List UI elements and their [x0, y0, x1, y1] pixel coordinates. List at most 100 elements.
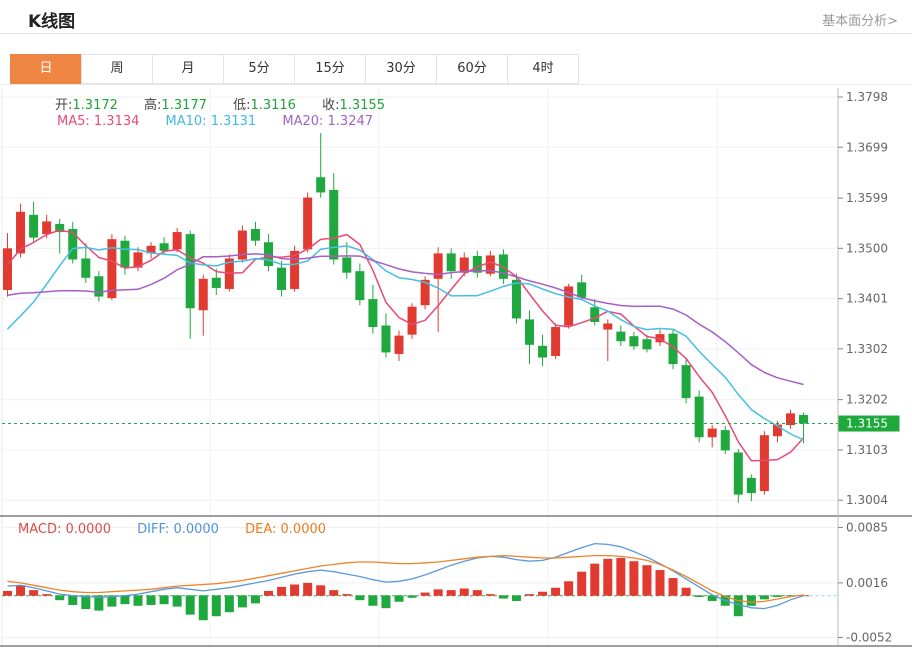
candle[interactable] — [120, 240, 130, 268]
candle[interactable] — [694, 396, 704, 438]
candle[interactable] — [707, 428, 717, 438]
candle[interactable] — [577, 282, 587, 298]
macd-histogram-bar — [3, 590, 12, 596]
macd-histogram-bar — [459, 588, 469, 596]
price-tick-label: 1.3103 — [846, 443, 888, 457]
candle[interactable] — [277, 267, 287, 290]
macd-histogram-bar — [681, 587, 691, 596]
candle[interactable] — [459, 257, 469, 273]
candle[interactable] — [329, 189, 339, 260]
candle[interactable] — [368, 299, 378, 328]
candle[interactable] — [29, 214, 39, 238]
candle[interactable] — [250, 229, 260, 241]
macd-histogram-bar — [16, 585, 26, 596]
high-label: 高: — [144, 98, 162, 113]
candle[interactable] — [68, 229, 78, 260]
candle[interactable] — [746, 477, 756, 494]
candle[interactable] — [159, 243, 169, 251]
macd-histogram-bar — [642, 565, 652, 596]
candle[interactable] — [786, 413, 795, 426]
tab-4hour[interactable]: 4时 — [507, 54, 579, 84]
candle[interactable] — [590, 307, 600, 322]
tab-60min[interactable]: 60分 — [436, 54, 508, 84]
candle[interactable] — [720, 430, 730, 451]
candle[interactable] — [211, 277, 221, 288]
candle[interactable] — [303, 197, 313, 250]
candle[interactable] — [107, 239, 117, 299]
ma-legend: MA5: 1.3134 MA10: 1.3131 MA20: 1.3247 — [57, 114, 373, 129]
candle[interactable] — [564, 286, 574, 326]
tab-30min[interactable]: 30分 — [365, 54, 437, 84]
macd-histogram-bar — [250, 595, 260, 604]
candle[interactable] — [616, 331, 626, 342]
candle[interactable] — [3, 248, 12, 290]
candle[interactable] — [16, 211, 26, 254]
tab-week[interactable]: 周 — [81, 54, 153, 84]
candle[interactable] — [733, 452, 743, 495]
macd-histogram-bar — [733, 595, 743, 617]
candle[interactable] — [472, 255, 482, 273]
candle[interactable] — [420, 279, 430, 306]
candle[interactable] — [94, 276, 104, 297]
diff-value: 0.0000 — [173, 522, 219, 537]
macd-histogram-bar — [786, 595, 795, 597]
candle[interactable] — [198, 278, 208, 311]
candle[interactable] — [55, 223, 65, 233]
ma5-value: 1.3134 — [93, 114, 140, 129]
candle[interactable] — [81, 258, 91, 278]
fundamental-analysis-link[interactable]: 基本面分析> — [822, 14, 898, 29]
macd-histogram-bar — [81, 595, 91, 609]
price-tick-label: 1.3798 — [846, 90, 888, 104]
candle[interactable] — [759, 435, 769, 492]
candle[interactable] — [316, 177, 326, 193]
tab-5min[interactable]: 5分 — [223, 54, 295, 84]
candle[interactable] — [603, 323, 613, 330]
candle[interactable] — [185, 234, 195, 309]
ma20-value: 1.3247 — [327, 114, 374, 129]
candle[interactable] — [629, 336, 639, 347]
open-label: 开: — [55, 98, 73, 113]
low-label: 低: — [233, 98, 251, 113]
period-tab-bar: 日周月 5分 15分 30分 60分 4时 — [10, 54, 579, 84]
macd-histogram-bar — [394, 595, 404, 602]
tab-day[interactable]: 日 — [10, 54, 82, 84]
candle[interactable] — [407, 306, 417, 335]
candle[interactable] — [525, 319, 534, 345]
candle[interactable] — [172, 232, 182, 250]
candle[interactable] — [538, 345, 548, 358]
price-tick-label: 1.3500 — [846, 241, 888, 255]
macd-histogram-bar — [94, 595, 104, 611]
candle[interactable] — [511, 279, 521, 319]
macd-histogram-bar — [538, 591, 548, 596]
low-value: 1.3116 — [250, 98, 296, 113]
candle[interactable] — [642, 339, 652, 350]
candle[interactable] — [42, 221, 52, 235]
candle[interactable] — [446, 253, 456, 272]
candle[interactable] — [355, 271, 365, 301]
candle[interactable] — [799, 414, 809, 424]
tab-month[interactable]: 月 — [152, 54, 224, 84]
macd-histogram-bar — [329, 590, 339, 596]
candle[interactable] — [551, 327, 561, 356]
candle[interactable] — [146, 245, 156, 254]
macd-label: MACD: — [18, 522, 62, 537]
macd-histogram-bar — [655, 570, 665, 596]
candle[interactable] — [342, 257, 352, 273]
macd-histogram-bar — [498, 595, 508, 599]
candle[interactable] — [433, 253, 443, 279]
candle[interactable] — [290, 250, 300, 289]
candle[interactable] — [485, 255, 495, 274]
macd-histogram-bar — [224, 595, 234, 613]
ma10-label: MA10: — [165, 114, 207, 129]
candle[interactable] — [668, 333, 678, 365]
candle[interactable] — [237, 230, 247, 260]
candle[interactable] — [772, 424, 782, 437]
tab-15min[interactable]: 15分 — [294, 54, 366, 84]
price-tick-label: 1.3202 — [846, 393, 888, 407]
candle[interactable] — [394, 335, 404, 354]
candle[interactable] — [681, 365, 691, 399]
macd-histogram-bar — [616, 558, 626, 596]
candle[interactable] — [381, 325, 391, 353]
candle[interactable] — [133, 252, 143, 268]
